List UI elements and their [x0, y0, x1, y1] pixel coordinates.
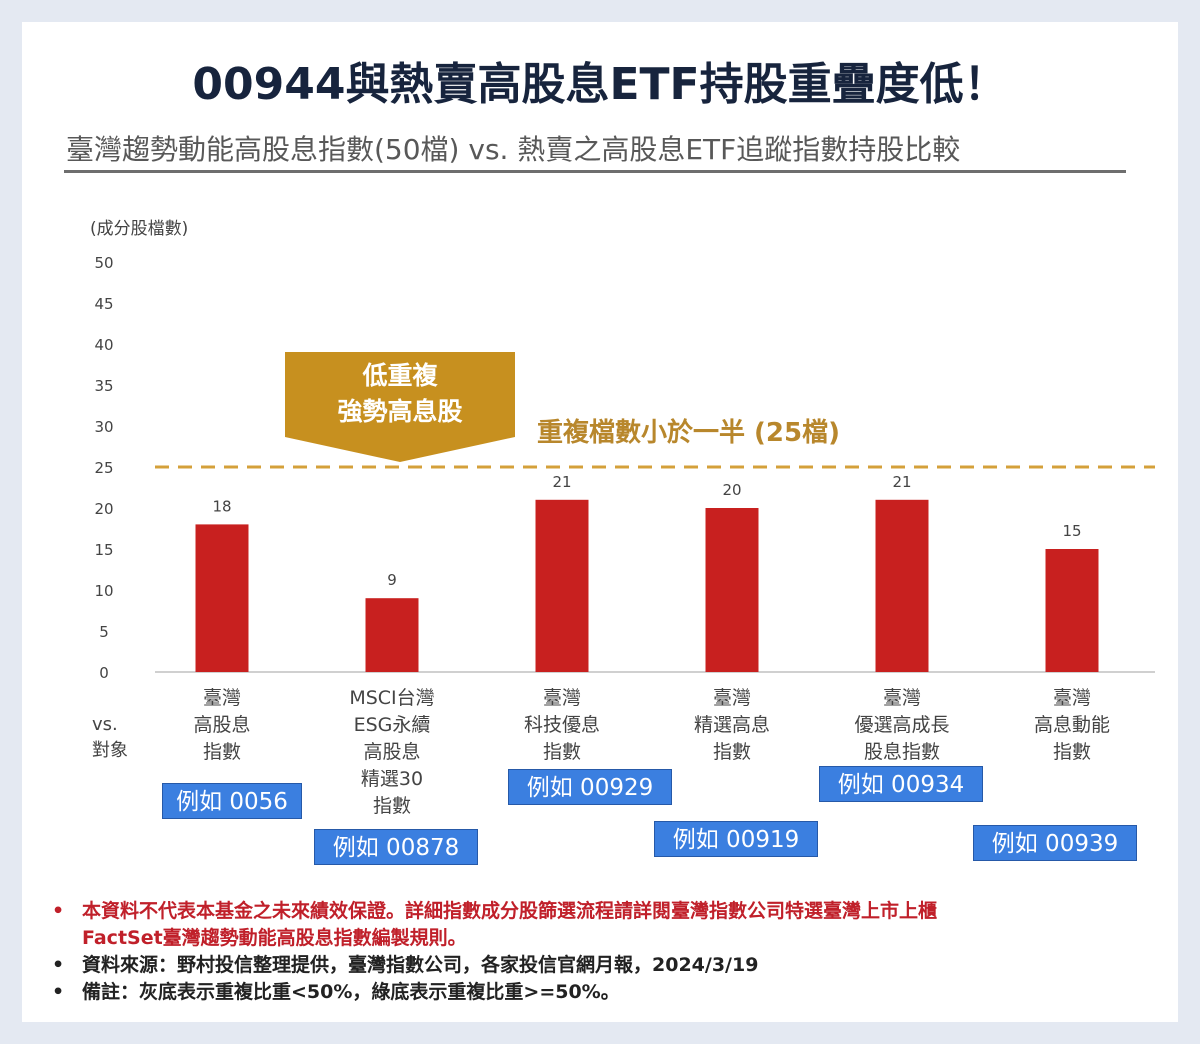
category-label-line: 臺灣 [1052, 687, 1091, 709]
bar [365, 598, 419, 672]
bullet-icon: • [52, 900, 65, 922]
footnote-continuation: FactSet臺灣趨勢動能高股息指數編製規則。 [52, 925, 1152, 952]
data-label: 21 [892, 473, 911, 491]
footnote-text: FactSet臺灣趨勢動能高股息指數編製規則。 [82, 927, 467, 949]
x-axis-label: vs. 對象 [92, 712, 128, 764]
y-tick-label: 15 [94, 541, 113, 559]
y-tick-label: 10 [94, 582, 113, 600]
x-axis-label-line: vs. [92, 714, 118, 735]
category-label-line: 指數 [712, 741, 751, 763]
bar [1045, 549, 1099, 672]
category-label-line: ESG永續 [353, 714, 431, 736]
callout-line: 低重複 [362, 361, 438, 390]
bullet-icon: • [52, 954, 65, 976]
bar [705, 508, 759, 672]
data-label: 15 [1062, 522, 1081, 540]
category-label-line: 精選高息 [693, 714, 770, 736]
x-axis-label-line: 對象 [92, 740, 128, 761]
category-label-line: 高股息 [193, 714, 251, 736]
category-label-line: 高息動能 [1033, 714, 1110, 736]
data-label: 9 [387, 571, 397, 589]
example-etf-box: 例如 00919 [654, 821, 818, 857]
callout-line: 強勢高息股 [337, 397, 463, 426]
chart-subtitle: 臺灣趨勢動能高股息指數(50檔) vs. 熱賣之高股息ETF追蹤指數持股比較 [66, 133, 961, 166]
example-etf-box: 例如 0056 [162, 783, 302, 819]
category-label-line: 高股息 [363, 741, 421, 763]
category-label-line: 科技優息 [523, 714, 600, 736]
y-tick-label: 30 [94, 418, 113, 436]
page-title: 00944與熱賣高股息ETF持股重疊度低！ [192, 59, 1008, 110]
category-label: 臺灣優選高成長股息指數 [822, 685, 982, 766]
y-tick-label: 35 [94, 377, 113, 395]
category-label-line: 臺灣 [712, 687, 751, 709]
category-label-line: 優選高成長 [854, 714, 950, 736]
bar [195, 524, 249, 672]
category-label-line: 指數 [202, 741, 241, 763]
category-label-line: 指數 [542, 741, 581, 763]
y-tick-label: 20 [94, 500, 113, 518]
callout-box: 低重複 強勢高息股 [285, 352, 515, 437]
data-label: 18 [212, 497, 231, 515]
category-label-line: 精選30 [360, 768, 424, 790]
example-etf-box: 例如 00929 [508, 769, 672, 805]
example-etf-box: 例如 00878 [314, 829, 478, 865]
category-label-line: 指數 [372, 795, 411, 817]
footnote-text: 備註：灰底表示重複比重<50%，綠底表示重複比重>=50%。 [82, 981, 620, 1003]
reference-line-label: 重複檔數小於一半 (25檔) [537, 418, 840, 448]
divider [64, 170, 1126, 173]
y-tick-label: 5 [99, 623, 109, 641]
category-label: 臺灣 精選高息 指數 [652, 685, 812, 766]
category-label: MSCI台灣 ESG永續高股息精選30 指數 [312, 685, 472, 820]
category-label: 臺灣 高息動能 指數 [992, 685, 1152, 766]
footnote-text: 資料來源：野村投信整理提供，臺灣指數公司，各家投信官網月報，2024/3/19 [82, 954, 759, 976]
footnote: • 本資料不代表本基金之未來績效保證。詳細指數成分股篩選流程請詳閱臺灣指數公司特選… [52, 898, 1152, 925]
footnote-text: 本資料不代表本基金之未來績效保證。詳細指數成分股篩選流程請詳閱臺灣指數公司特選臺… [82, 900, 938, 922]
y-tick-label: 0 [99, 664, 109, 682]
category-label-line: 臺灣 [882, 687, 921, 709]
category-label-line: 臺灣 [542, 687, 581, 709]
footnote: • 備註：灰底表示重複比重<50%，綠底表示重複比重>=50%。 [52, 979, 1152, 1006]
example-etf-box: 例如 00939 [973, 825, 1137, 861]
category-label-line: 指數 [1052, 741, 1091, 763]
footnote: • 資料來源：野村投信整理提供，臺灣指數公司，各家投信官網月報，2024/3/19 [52, 952, 1152, 979]
category-label-line: 臺灣 [202, 687, 241, 709]
y-axis-label: (成分股檔數) [90, 219, 189, 239]
bar [535, 499, 589, 672]
y-tick-label: 25 [94, 459, 113, 477]
category-label: 臺灣 科技優息 指數 [482, 685, 642, 766]
bar [875, 499, 929, 672]
example-etf-box: 例如 00934 [819, 766, 983, 802]
category-label-line: MSCI台灣 [349, 687, 435, 709]
y-tick-label: 45 [94, 295, 113, 313]
y-tick-label: 50 [94, 254, 113, 272]
category-label: 臺灣 高股息 指數 [142, 685, 302, 766]
category-label-line: 股息指數 [863, 741, 940, 763]
callout-arrow [285, 437, 515, 462]
bullet-icon: • [52, 981, 65, 1003]
data-label: 20 [722, 481, 741, 499]
y-tick-label: 40 [94, 336, 113, 354]
data-label: 21 [552, 473, 571, 491]
